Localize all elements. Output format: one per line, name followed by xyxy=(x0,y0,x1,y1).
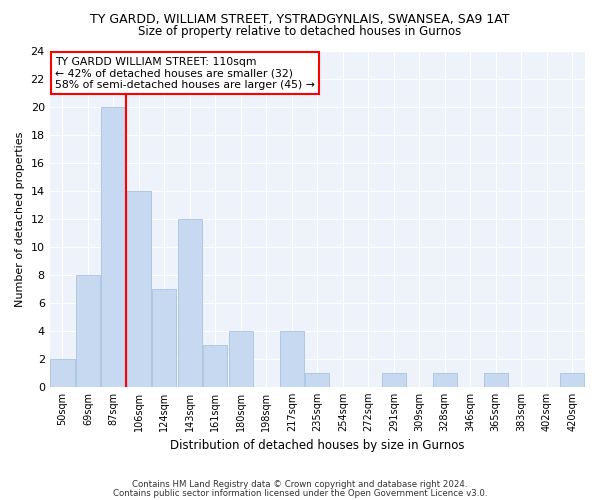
Bar xyxy=(560,373,584,387)
Bar xyxy=(305,373,329,387)
X-axis label: Distribution of detached houses by size in Gurnos: Distribution of detached houses by size … xyxy=(170,440,464,452)
Bar xyxy=(280,331,304,387)
Bar xyxy=(484,373,508,387)
Text: TY GARDD WILLIAM STREET: 110sqm
← 42% of detached houses are smaller (32)
58% of: TY GARDD WILLIAM STREET: 110sqm ← 42% of… xyxy=(55,56,315,90)
Bar xyxy=(382,373,406,387)
Bar xyxy=(178,219,202,387)
Bar xyxy=(50,359,74,387)
Text: Size of property relative to detached houses in Gurnos: Size of property relative to detached ho… xyxy=(139,25,461,38)
Bar xyxy=(433,373,457,387)
Bar xyxy=(101,108,125,387)
Text: Contains HM Land Registry data © Crown copyright and database right 2024.: Contains HM Land Registry data © Crown c… xyxy=(132,480,468,489)
Bar xyxy=(152,289,176,387)
Bar xyxy=(229,331,253,387)
Text: TY GARDD, WILLIAM STREET, YSTRADGYNLAIS, SWANSEA, SA9 1AT: TY GARDD, WILLIAM STREET, YSTRADGYNLAIS,… xyxy=(90,12,510,26)
Y-axis label: Number of detached properties: Number of detached properties xyxy=(15,132,25,307)
Bar xyxy=(203,345,227,387)
Bar xyxy=(76,275,100,387)
Bar xyxy=(127,191,151,387)
Text: Contains public sector information licensed under the Open Government Licence v3: Contains public sector information licen… xyxy=(113,489,487,498)
